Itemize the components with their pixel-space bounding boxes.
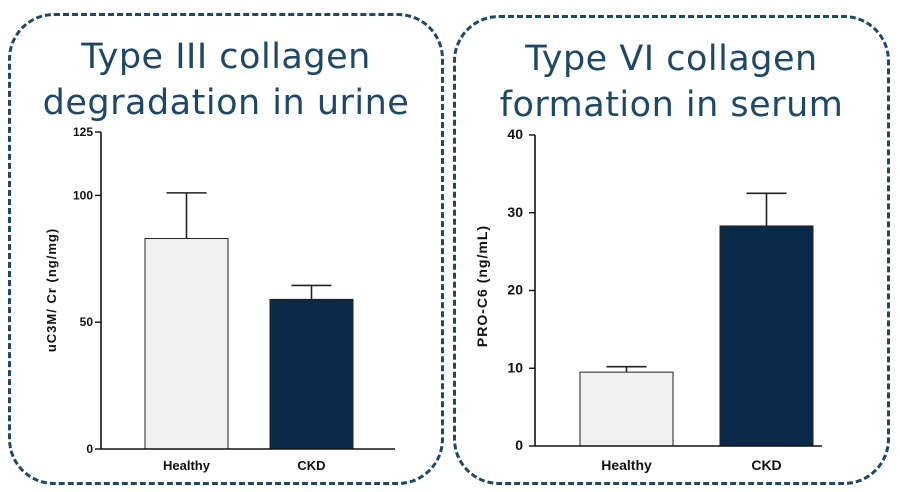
- y-tick-label: 125: [73, 125, 93, 139]
- y-axis-label: PRO-C6 (ng/mL): [474, 225, 490, 347]
- panel-type-vi-collagen: Type VI collagen formation in serum: [453, 15, 890, 485]
- bar-ckd: [269, 298, 354, 450]
- x-tick-label: Healthy: [163, 458, 211, 473]
- panel-type-iii-collagen: Type III collagen degradation in urine: [8, 13, 444, 485]
- panel-title-line-2: degradation in urine: [42, 83, 410, 123]
- panel-title: Type III collagen degradation in urine: [11, 34, 441, 126]
- panel-title-line-1: Type III collagen: [81, 37, 371, 77]
- y-axis-label: uC3M/ Cr (ng/mg): [44, 228, 59, 352]
- y-tick-label: 40: [507, 126, 523, 142]
- panel-title: Type VI collagen formation in serum: [456, 36, 887, 128]
- bar-healthy: [144, 238, 229, 450]
- x-tick-label: CKD: [297, 458, 325, 473]
- y-tick-label: 0: [515, 437, 523, 453]
- y-tick-label: 10: [507, 359, 523, 375]
- bar-ckd: [719, 225, 814, 447]
- panel-title-line-2: formation in serum: [499, 85, 844, 125]
- y-tick-label: 50: [80, 315, 94, 329]
- x-tick-label: Healthy: [601, 457, 652, 473]
- x-tick-label: CKD: [751, 457, 781, 473]
- bar-healthy: [579, 371, 674, 447]
- y-tick-label: 20: [507, 282, 523, 298]
- y-tick-label: 0: [86, 442, 93, 456]
- y-tick-label: 30: [507, 204, 523, 220]
- y-tick-label: 100: [73, 188, 93, 202]
- panel-title-line-1: Type VI collagen: [525, 39, 818, 79]
